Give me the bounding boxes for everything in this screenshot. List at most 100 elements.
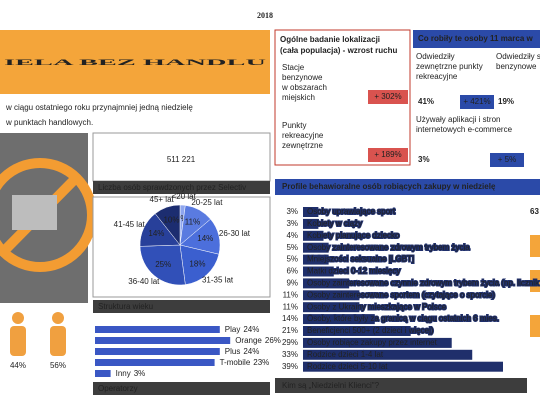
bar-category: Beneficjenci 500+ (2 dzieci i więcej) bbox=[307, 326, 434, 335]
slice-label: 2% bbox=[176, 214, 188, 223]
panel-title: Profile behawioralne osób robiących zaku… bbox=[282, 182, 496, 191]
subtitle: w ciągu ostatniego roku przynajmniej jed… bbox=[5, 103, 193, 112]
side-block bbox=[530, 270, 540, 292]
location-label: w obszarach bbox=[281, 83, 327, 92]
gender-share: 56% bbox=[50, 361, 66, 370]
no-sign bbox=[0, 158, 97, 272]
bar-value: 5% bbox=[286, 243, 298, 252]
bar bbox=[95, 337, 231, 344]
count: 511 221 bbox=[167, 155, 196, 164]
slice-category: 36-40 lat bbox=[128, 277, 160, 286]
activity-share: 19% bbox=[498, 97, 514, 106]
location-label: Stacje bbox=[282, 63, 305, 72]
bar-category: Osoby uprawiające sport bbox=[307, 207, 396, 216]
bar-category: Osoby z Ukrainy mieszkające w Polsce bbox=[307, 302, 447, 311]
change: + 189% bbox=[374, 150, 401, 159]
gender-icons bbox=[10, 312, 66, 356]
activity-label: rekreacyjne bbox=[416, 72, 458, 81]
bar-value: 11% bbox=[283, 302, 298, 311]
bar-value: 3% bbox=[286, 219, 298, 228]
bar bbox=[303, 290, 360, 301]
activity-share: 3% bbox=[418, 155, 430, 164]
bar-category: Inny bbox=[116, 369, 131, 378]
location-label: benzynowe bbox=[282, 73, 323, 82]
bar-category: Osoby zainteresowane czynnie zdrowym try… bbox=[307, 279, 540, 288]
activity-label: zewnętrzne punkty bbox=[416, 62, 483, 71]
bar bbox=[303, 230, 324, 241]
bar-category: Osoby zainteresowane sportem (czytające … bbox=[307, 290, 495, 299]
slice-category: 45+ lat bbox=[150, 195, 175, 204]
title: IELA BEZ HANDLU bbox=[4, 58, 267, 67]
activity-share: 41% bbox=[418, 97, 434, 106]
bar-value: 11% bbox=[283, 290, 298, 299]
bar-value: 29% bbox=[282, 338, 298, 347]
slice-category: 41-45 lat bbox=[114, 220, 146, 229]
bar bbox=[95, 359, 215, 366]
bar bbox=[95, 348, 220, 355]
change-box bbox=[368, 90, 408, 104]
bar-value: 4% bbox=[286, 231, 298, 240]
panel-title: Struktura wieku bbox=[98, 302, 153, 311]
year: 2018 bbox=[257, 11, 273, 20]
bar-category: Rodzice dzieci 1-4 lat bbox=[307, 350, 384, 359]
fragment: 63 bbox=[530, 207, 539, 216]
slice-label: 11% bbox=[185, 217, 200, 226]
subtitle: w punktach handlowych. bbox=[5, 118, 93, 127]
change: + 302% bbox=[374, 92, 401, 101]
caption: Liczba osób sprawdzonych przez Selectiv bbox=[98, 183, 246, 192]
bar bbox=[303, 337, 452, 348]
pie-slice bbox=[139, 244, 186, 286]
location-label: rekreacyjne bbox=[282, 131, 324, 140]
bar-value: 14% bbox=[282, 314, 298, 323]
slice-category: 31-35 lat bbox=[202, 276, 234, 285]
activity-label: Używały aplikacji i stron bbox=[416, 115, 500, 124]
bar bbox=[303, 207, 319, 217]
gender-share: 44% bbox=[10, 361, 26, 370]
location-label: zewnętrzne bbox=[282, 141, 323, 150]
slice-category: 26-30 lat bbox=[219, 229, 251, 238]
bar-category: Matki dzieci 0-12 miesięcy bbox=[307, 267, 400, 276]
location-title: Ogólne badanie lokalizacji bbox=[280, 35, 380, 44]
activity-label: Odwiedziły bbox=[416, 52, 455, 61]
building-icon bbox=[12, 195, 57, 230]
caption-bar bbox=[93, 181, 270, 194]
location-label: miejskich bbox=[282, 93, 315, 102]
count-box bbox=[92, 132, 271, 182]
bar-value: 3% bbox=[134, 369, 146, 378]
bar-category: Kobiety planujące dziecko bbox=[307, 231, 400, 240]
bar bbox=[303, 349, 473, 360]
bar-value: 24% bbox=[243, 347, 259, 356]
bar bbox=[95, 326, 220, 333]
bar-category: T-mobile bbox=[220, 358, 251, 367]
bar-value: 39% bbox=[282, 362, 298, 371]
slice-label: 25% bbox=[155, 260, 171, 269]
bar bbox=[303, 266, 334, 277]
bar bbox=[303, 302, 360, 313]
bar bbox=[303, 361, 503, 372]
bar-value: 5% bbox=[286, 255, 298, 264]
activity-label: internetowych e-commerce bbox=[416, 125, 513, 134]
activity-label: Odwiedziły s bbox=[496, 52, 540, 61]
bar bbox=[303, 242, 329, 253]
bar-category: Osoby robiące zakupy przez internet bbox=[307, 338, 438, 347]
title-banner bbox=[0, 30, 270, 94]
activity-change: + 421% bbox=[463, 97, 490, 106]
side-block bbox=[530, 315, 540, 337]
bar-value: 3% bbox=[286, 207, 298, 216]
bar-value: 26% bbox=[265, 336, 281, 345]
slice-label: 14% bbox=[197, 234, 213, 243]
bar bbox=[303, 326, 411, 336]
change-box bbox=[460, 95, 494, 109]
pie-slice bbox=[179, 244, 220, 285]
bar-value: 33% bbox=[282, 350, 298, 359]
bar bbox=[303, 254, 329, 265]
bar bbox=[303, 278, 350, 289]
bar-category: Play bbox=[225, 325, 241, 334]
activities-header bbox=[413, 30, 540, 48]
bar bbox=[303, 314, 375, 325]
activities-title: Co robiły te osoby 11 marca w bbox=[418, 34, 533, 43]
bar-value: 24% bbox=[243, 325, 259, 334]
profile-header bbox=[275, 179, 540, 195]
bar-category: Orange bbox=[235, 336, 262, 345]
